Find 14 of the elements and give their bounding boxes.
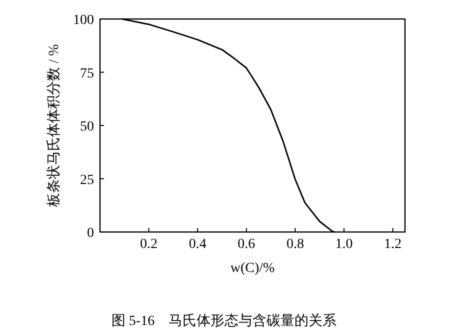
x-axis-title: w(C)/% <box>230 261 275 276</box>
y-axis-title: 板条状马氏体体积分数 / % <box>46 44 62 208</box>
x-tick-label: 1.0 <box>335 237 353 252</box>
x-tick-label: 1.2 <box>384 237 402 252</box>
y-tick-label: 50 <box>80 120 94 134</box>
x-tick-label: 0.4 <box>188 237 206 252</box>
y-tick-label: 75 <box>80 66 94 82</box>
x-tick-label: 0.6 <box>238 237 256 252</box>
text: 图 5-16 马氏体形态与含碳量的关系 <box>111 313 337 329</box>
x-tick-label: 0.2 <box>140 237 158 252</box>
y-tick-label: 100 <box>73 13 94 28</box>
y-tick-label: 25 <box>80 172 94 188</box>
y-tick-label: 0 <box>87 226 94 241</box>
x-tick-label: 0.8 <box>286 237 304 252</box>
